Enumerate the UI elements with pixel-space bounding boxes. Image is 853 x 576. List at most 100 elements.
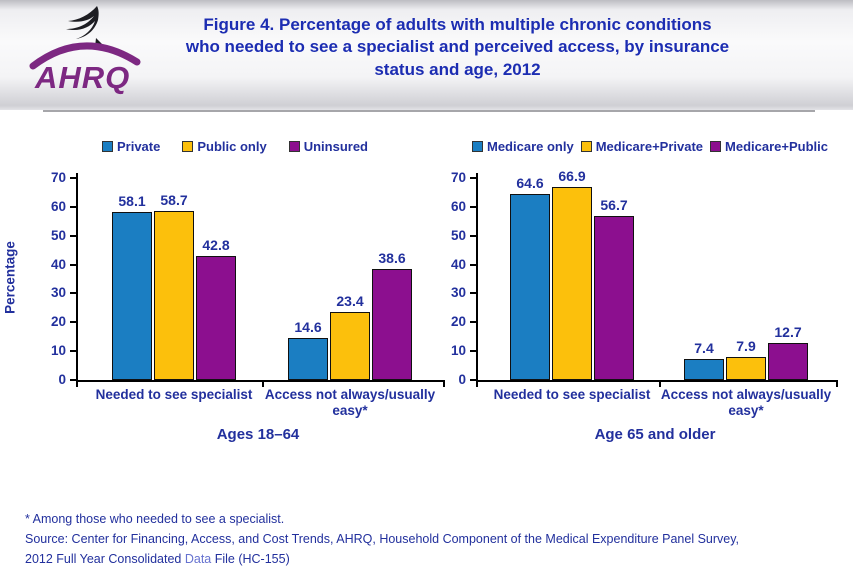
y-tick-mark bbox=[470, 292, 476, 295]
legend-item: Public only bbox=[182, 139, 267, 154]
header-divider bbox=[43, 110, 815, 112]
bar-purple bbox=[372, 268, 412, 380]
x-tick-mark bbox=[836, 382, 838, 387]
legend-swatch-purple bbox=[288, 141, 300, 152]
legend-swatch-yellow bbox=[182, 141, 194, 152]
bar-value-label: 38.6 bbox=[378, 249, 406, 266]
ahrq-logo: AHRQ bbox=[29, 6, 141, 95]
bar-yellow bbox=[726, 357, 766, 380]
chart-age-65-older: 0 10 20 30 40 50 60 70 64.6 66.9 56.7 Needed to see… bbox=[450, 168, 850, 468]
y-tick-label: 10 bbox=[50, 343, 66, 359]
y-tick-mark bbox=[70, 292, 76, 295]
legend-item: Medicare only bbox=[472, 139, 574, 154]
logo-swoosh bbox=[29, 42, 141, 70]
y-tick-mark bbox=[70, 379, 76, 381]
legend-swatch-yellow bbox=[580, 141, 592, 152]
bar-yellow bbox=[552, 186, 592, 380]
legend-ages-18-64: Private Public only Uninsured bbox=[20, 139, 450, 154]
legend-swatch-purple bbox=[710, 141, 722, 152]
y-tick-label: 30 bbox=[50, 285, 66, 301]
y-tick-label: 30 bbox=[450, 285, 466, 301]
y-tick-mark bbox=[470, 263, 476, 266]
bar-value-label: 23.4 bbox=[336, 293, 364, 310]
legend-swatch-blue bbox=[101, 141, 113, 152]
x-tick-mark bbox=[659, 382, 661, 387]
bar-value-label: 7.4 bbox=[694, 339, 714, 356]
bar-purple bbox=[594, 216, 634, 380]
y-tick-mark bbox=[470, 379, 476, 381]
bar-purple bbox=[768, 343, 808, 380]
x-axis-line bbox=[476, 380, 838, 382]
bar-value-label: 7.9 bbox=[736, 338, 756, 355]
legend-item: Private bbox=[101, 139, 161, 154]
y-tick-mark bbox=[470, 177, 476, 179]
logo-text: AHRQ bbox=[34, 60, 130, 95]
y-tick-mark bbox=[70, 263, 76, 266]
bar-yellow bbox=[330, 312, 370, 380]
bar-value-label: 64.6 bbox=[516, 174, 544, 191]
x-tick-mark bbox=[76, 382, 78, 387]
y-tick-label: 70 bbox=[450, 170, 466, 185]
asterisk-note: * Among those who needed to see a specia… bbox=[25, 512, 285, 526]
y-axis-line bbox=[476, 173, 478, 382]
y-tick-label: 60 bbox=[50, 198, 66, 214]
bar-value-label: 42.8 bbox=[202, 237, 230, 254]
legend-label: Public only bbox=[197, 139, 267, 154]
bar-value-label: 58.1 bbox=[118, 193, 146, 210]
y-tick-label: 50 bbox=[450, 227, 466, 243]
figure-title: Figure 4. Percentage of adults with mult… bbox=[185, 15, 730, 79]
bar-blue bbox=[288, 337, 328, 380]
header-banner: AHRQ Figure 4. Percentage of adults with… bbox=[0, 0, 853, 110]
bar-value-label: 58.7 bbox=[160, 191, 188, 208]
y-tick-mark bbox=[70, 205, 76, 208]
category-label: Access not always/usually easy* bbox=[660, 387, 832, 418]
y-tick-label: 60 bbox=[450, 198, 466, 214]
chart-group-title: Age 65 and older bbox=[594, 426, 716, 443]
bar-blue bbox=[112, 212, 152, 380]
y-axis-title: Percentage bbox=[2, 241, 18, 314]
y-tick-mark bbox=[70, 350, 76, 353]
bar-value-label: 66.9 bbox=[558, 167, 586, 184]
y-tick-mark bbox=[470, 234, 476, 237]
y-tick-label: 0 bbox=[458, 372, 466, 387]
y-tick-mark bbox=[70, 234, 76, 237]
x-tick-mark bbox=[443, 382, 445, 387]
y-tick-label: 10 bbox=[450, 343, 466, 359]
legend-item: Medicare+Public bbox=[710, 139, 828, 154]
category-label: Needed to see specialist bbox=[95, 387, 253, 402]
chart-group-title: Ages 18–64 bbox=[216, 426, 300, 443]
legend-item: Uninsured bbox=[288, 139, 368, 154]
bar-purple bbox=[196, 256, 236, 380]
y-tick-label: 20 bbox=[50, 314, 66, 330]
legend-label: Uninsured bbox=[303, 139, 368, 154]
bar-blue bbox=[684, 358, 724, 380]
y-tick-mark bbox=[470, 350, 476, 353]
y-tick-label: 0 bbox=[58, 372, 66, 387]
legend-swatch-blue bbox=[472, 141, 483, 152]
bar-yellow bbox=[154, 210, 194, 380]
category-label: Needed to see specialist bbox=[493, 387, 651, 402]
source-note: Source: Center for Financing, Access, an… bbox=[25, 531, 740, 566]
y-tick-mark bbox=[470, 321, 476, 324]
legend-label: Medicare+Public bbox=[725, 139, 828, 154]
bar-value-label: 12.7 bbox=[774, 324, 802, 341]
y-axis-line bbox=[76, 173, 78, 382]
bar-value-label: 14.6 bbox=[294, 318, 322, 335]
y-tick-label: 50 bbox=[50, 227, 66, 243]
category-label: Access not always/usually easy* bbox=[264, 387, 436, 418]
y-tick-mark bbox=[70, 177, 76, 179]
y-tick-label: 40 bbox=[50, 256, 66, 272]
legend-label: Private bbox=[116, 139, 161, 154]
x-tick-mark bbox=[476, 382, 478, 387]
footnotes: * Among those who needed to see a specia… bbox=[25, 510, 825, 569]
data-link[interactable]: Data bbox=[184, 551, 212, 566]
legend-label: Medicare+Private bbox=[595, 139, 704, 154]
y-tick-mark bbox=[70, 321, 76, 324]
legend-label: Medicare only bbox=[487, 139, 574, 154]
chart-ages-18-64: Percentage 0 10 20 30 40 50 60 70 58.1 58.7 42.8 Nee… bbox=[3, 168, 450, 468]
x-axis-line bbox=[76, 380, 445, 382]
bar-value-label: 56.7 bbox=[600, 197, 628, 214]
legend-item: Medicare+Private bbox=[580, 139, 704, 154]
legend-age-65-older: Medicare only Medicare+Private Medicare+Pu… bbox=[450, 139, 850, 154]
